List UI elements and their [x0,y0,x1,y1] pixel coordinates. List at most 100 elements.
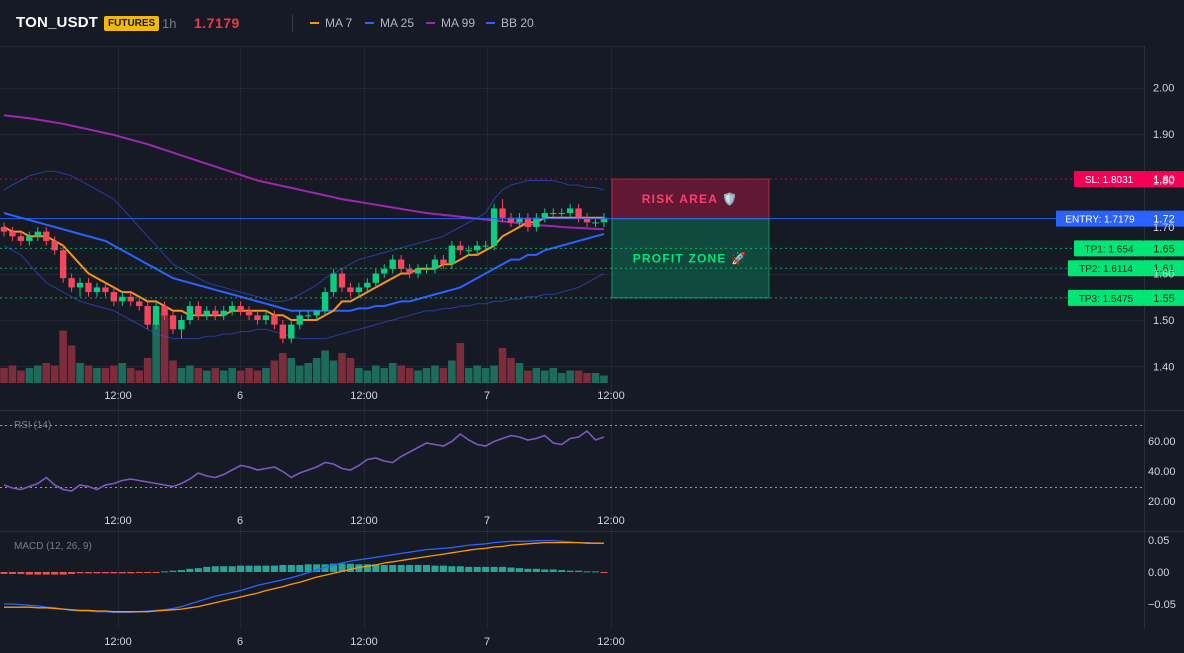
candle [414,264,422,279]
time-tick: 12:00 [104,390,132,402]
candle-body [262,315,270,320]
macd-hist-bar [558,570,566,572]
macd-hist-bar [389,564,397,572]
volume-bar [17,370,25,383]
symbol-name[interactable]: TON_USDT [16,14,99,31]
bollinger-bands [3,170,605,340]
candle-body [600,217,608,223]
candle [228,301,236,316]
macd-hist-bar [397,564,405,572]
candle [364,278,371,293]
candle [76,278,84,297]
volume-bar [583,373,591,383]
legend-ma7[interactable]: MA 7 [310,16,352,30]
price-tick: 1.70 [1153,222,1174,234]
volume-bar [380,368,389,383]
macd-hist-bar [51,572,59,575]
macd-hist-bar [583,571,591,573]
candle-body [288,324,295,339]
volume-bar [169,360,177,383]
volume-bar [93,368,101,383]
candle-body [507,217,515,223]
time-tick: 6 [237,390,243,402]
volume-bar [219,370,228,383]
legend-swatch-ma25 [365,21,374,24]
volume-bar [363,370,372,383]
macd-hist-bar [279,564,287,572]
candle [220,306,227,320]
candle-body [43,231,50,241]
volume-bar [143,358,152,383]
macd-hist-bar [245,565,253,572]
candle [9,227,16,241]
moving-averages [3,114,605,321]
candle-body [381,268,388,274]
candle-body [583,217,591,223]
macd-hist-bar [330,563,338,572]
volume-bar [8,365,17,383]
candle-body [279,324,287,339]
candle [389,254,396,274]
candle-body [389,259,396,269]
candle-body [161,306,168,316]
candles[interactable] [0,199,608,344]
entry-axis-box [1144,210,1184,227]
tp3-label-box [1068,289,1144,306]
volume-bar [76,363,84,383]
macd-axis: 0.05 0.00 −0.05 [1148,535,1176,611]
macd-line [4,539,604,613]
volume-bar [515,363,524,383]
legend-swatch-ma99 [426,21,435,24]
candle-body [465,250,472,252]
macd-hist-bar [152,572,160,573]
candle [321,287,329,316]
time-tick: 6 [237,636,243,648]
ma99-line [3,114,604,231]
volume-bar [126,368,135,383]
candle-body [558,213,565,215]
legend-bb20[interactable]: BB 20 [486,16,534,30]
macd-hist-bar [85,572,92,574]
tp1-label: TP1: 1.654 [1085,244,1134,255]
candle [507,213,515,227]
volume-bar [160,313,169,383]
legend-ma25[interactable]: MA 25 [365,16,414,30]
candle [136,296,143,311]
risk-area-zone[interactable]: RISK AREA 🛡️ [611,178,770,220]
macd-hist-bar [93,572,101,574]
profit-zone[interactable]: PROFIT ZONE 🚀 [611,218,770,299]
candle [43,227,50,246]
time-tick: 12:00 [597,390,625,402]
chart-header: TON_USDT FUTURES 1h 1.7179 MA 7 MA 25 MA… [0,0,1184,46]
candle-body [102,287,109,293]
macd-hist-bar [17,572,25,574]
macd-hist-bar [431,565,439,572]
candle-body [237,306,244,311]
tp2-axis-value: 1.61 [1153,263,1174,275]
candle-body [490,208,498,246]
volume-bar [152,323,160,383]
macd-hist-bar [8,572,16,574]
candle-body [110,292,118,302]
candle-body [136,301,143,307]
candle-body [516,217,523,223]
candle [195,301,202,320]
candle [338,268,346,293]
volume-bar [228,368,236,383]
volume-bar [481,368,490,383]
legend-ma99[interactable]: MA 99 [426,16,475,30]
volume-bar [388,363,397,383]
macd-hist-bar [203,566,211,572]
trade-levels: SL: 1.8031 1.80 ENTRY: 1.7179 1.72 TP1: 1.65… [0,171,1184,306]
candle [152,301,160,330]
macd-hist-bar [68,572,76,574]
macd-hist-bar [482,566,490,572]
candle-body [59,250,67,279]
candle [330,268,337,297]
candle [465,245,472,255]
candle [34,227,41,241]
time-tick: 12:00 [104,515,132,527]
volume-bar [431,365,439,383]
timeframe-label[interactable]: 1h [162,16,177,31]
